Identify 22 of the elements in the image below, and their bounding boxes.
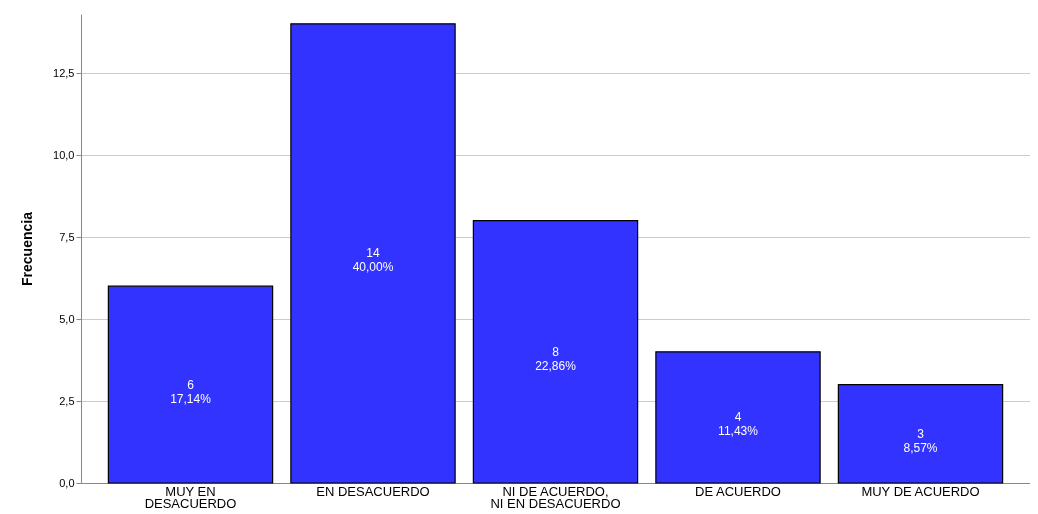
bar [107, 285, 274, 484]
data-label: 6 17,14% [170, 377, 212, 406]
y-tick-label: 12,5 [53, 66, 75, 79]
x-tick-label: MUY EN DESACUERDO [144, 483, 237, 511]
x-tick-label: NI DE ACUERDO, NI EN DESACUERDO [490, 483, 621, 511]
x-tick-label: DE ACUERDO [695, 483, 781, 499]
bar [472, 220, 639, 484]
bar [837, 384, 1004, 484]
x-tick-label: MUY DE ACUERDO [861, 483, 980, 499]
y-tick-label: 7,5 [59, 230, 75, 243]
y-tick-label: 5,0 [59, 312, 75, 325]
x-tick-label: EN DESACUERDO [316, 483, 430, 499]
data-label: 4 11,43% [718, 410, 759, 439]
bar [290, 23, 456, 484]
data-label: 8 22,86% [535, 344, 577, 373]
data-label: 3 8,57% [903, 426, 938, 455]
y-tick-label: 2,5 [59, 394, 75, 407]
data-label: 14 40,00% [352, 246, 394, 275]
bar [655, 351, 821, 484]
y-axis-title: Frecuencia [19, 211, 36, 286]
y-tick-label: 0,0 [59, 476, 75, 489]
y-tick-label: 10,0 [53, 148, 75, 161]
